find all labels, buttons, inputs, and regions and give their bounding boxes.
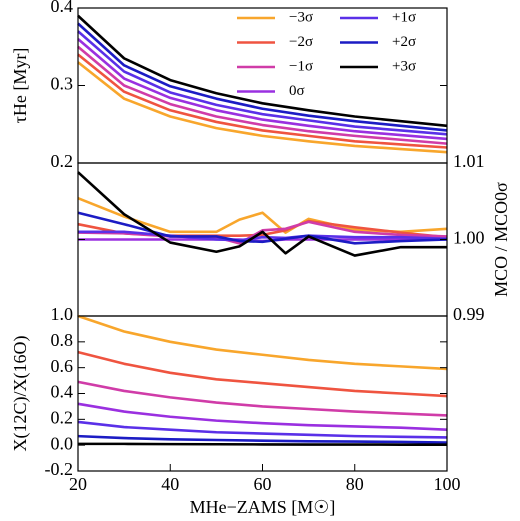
series-line [77, 14, 448, 128]
legend-label: −2σ [289, 34, 313, 50]
series-line [78, 442, 447, 446]
legend-label: +1σ [392, 9, 416, 25]
series-line [77, 45, 448, 145]
series-line [77, 53, 448, 149]
y-tick-label: 0.4 [51, 382, 74, 402]
series-line [77, 171, 447, 257]
y-tick-label: 0.2 [51, 151, 74, 171]
series-line [77, 314, 448, 371]
y-tick-label: 0.4 [51, 0, 74, 16]
y-tick-label: 0.2 [51, 407, 74, 427]
series-line [77, 22, 448, 132]
y-tick-label: 1.0 [51, 304, 74, 324]
y-tick-label: 0.8 [51, 330, 74, 350]
x-tick-label: 80 [346, 474, 364, 494]
y-tick-label: 0.0 [51, 433, 74, 453]
y-tick-label: 0.3 [51, 74, 74, 94]
series-line [77, 380, 448, 417]
series-line [77, 38, 448, 141]
y-tick-label: -0.2 [45, 459, 74, 479]
y2-tick-label: 0.99 [453, 304, 485, 324]
legend-label: 0σ [289, 83, 305, 99]
y2-axis-label: MCO / MCO0σ [491, 182, 511, 297]
x-axis-label: MHe−ZAMS [M☉] [190, 497, 336, 517]
legend-label: −3σ [289, 9, 313, 25]
series-line [77, 402, 448, 431]
x-tick-label: 60 [254, 474, 272, 494]
x-tick-label: 20 [69, 474, 87, 494]
series-line [77, 350, 448, 398]
series-line [77, 434, 448, 444]
y2-tick-label: 1.01 [453, 151, 485, 171]
y-axis-label: τHe [Myr] [10, 48, 30, 124]
legend-label: −1σ [289, 58, 313, 74]
x-tick-label: 100 [434, 474, 461, 494]
legend-label: +2σ [392, 34, 416, 50]
series-line [77, 30, 448, 136]
y2-tick-label: 1.00 [453, 228, 485, 248]
x-tick-label: 40 [161, 474, 179, 494]
y-axis-label: X(12C)/X(16O) [10, 336, 31, 452]
series-line [77, 420, 448, 439]
y-tick-label: 0.6 [51, 356, 74, 376]
series-line [77, 61, 448, 154]
legend-label: +3σ [392, 58, 416, 74]
